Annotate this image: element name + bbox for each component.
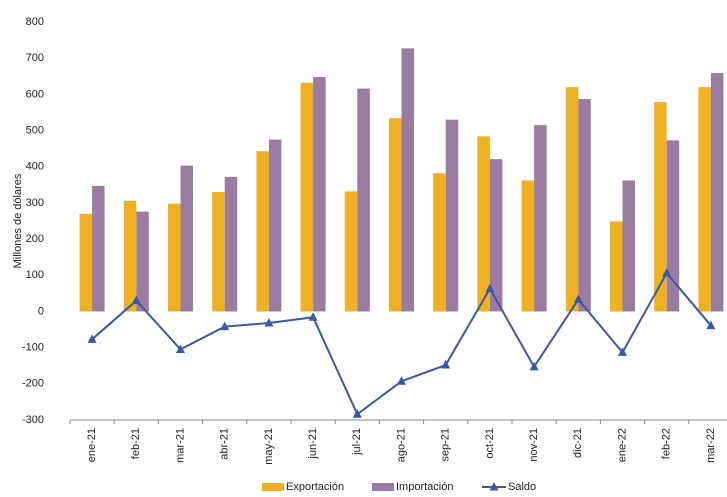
x-tick-label: mar-21: [174, 428, 186, 463]
x-tick-label: oct-21: [484, 428, 496, 459]
bar: [136, 211, 149, 312]
marker: [573, 294, 583, 304]
x-tick-label: ene-21: [86, 428, 98, 462]
x-tick-label: feb-22: [661, 428, 673, 459]
y-tick-label: 700: [26, 52, 44, 64]
legend-label: Importación: [396, 481, 453, 492]
bar: [578, 99, 591, 312]
x-tick-label: mar-22: [705, 428, 717, 463]
bar: [300, 82, 314, 312]
marker: [706, 320, 716, 330]
bar: [698, 87, 711, 312]
bar: [654, 101, 667, 312]
y-tick-label: 0: [38, 305, 44, 317]
bar: [389, 118, 402, 312]
y-tick-label: -300: [22, 414, 44, 426]
bar: [224, 176, 238, 312]
legend-swatch: [489, 482, 499, 491]
bar: [401, 48, 414, 312]
x-tick-label: jun-21: [307, 428, 319, 460]
x-tick-label: dic-21: [572, 428, 584, 458]
bar: [180, 165, 193, 312]
bar: [534, 125, 547, 312]
marker: [662, 268, 672, 277]
bar: [433, 173, 446, 312]
marker: [485, 283, 495, 293]
legend-swatch: [372, 483, 394, 491]
x-tick-label: sep-21: [440, 428, 452, 462]
bar: [610, 221, 623, 312]
legend-label: Saldo: [508, 481, 536, 492]
y-tick-label: 200: [26, 233, 44, 245]
marker: [352, 409, 362, 418]
marker: [618, 347, 627, 356]
marker: [397, 376, 406, 385]
bar: [256, 151, 269, 312]
marker: [220, 321, 230, 331]
x-tick-label: ago-21: [395, 428, 407, 462]
x-tick-label: may-21: [263, 428, 275, 465]
x-tick-label: jul-21: [351, 428, 363, 456]
y-tick-label: 500: [26, 124, 44, 136]
marker: [441, 360, 451, 369]
marker: [131, 295, 141, 305]
bar: [357, 88, 370, 312]
bar: [344, 191, 358, 312]
bar: [212, 192, 225, 312]
y-tick-label: -200: [22, 378, 44, 390]
x-tick-label: nov-21: [528, 428, 540, 462]
marker: [529, 361, 539, 371]
bar: [92, 185, 105, 312]
marker: [308, 312, 318, 321]
bar: [666, 140, 680, 312]
bar: [445, 119, 459, 312]
marker: [264, 318, 274, 327]
y-tick-label: -100: [22, 342, 44, 354]
y-tick-label: 400: [26, 161, 44, 173]
x-tick-label: abr-21: [219, 428, 231, 460]
bar: [565, 87, 579, 312]
bar: [622, 180, 635, 312]
bar: [268, 139, 282, 312]
legend-label: Exportación: [286, 481, 344, 492]
y-axis-label: Millones de dólares: [12, 173, 24, 268]
bar: [710, 73, 724, 312]
x-tick-label: feb-21: [130, 428, 142, 459]
bar: [477, 136, 490, 312]
bar: [168, 203, 181, 312]
y-tick-label: 100: [26, 269, 44, 281]
marker: [87, 334, 97, 343]
bar: [313, 76, 326, 312]
legend-swatch: [262, 483, 284, 491]
bar: [79, 213, 93, 312]
bar: [521, 180, 535, 312]
x-tick-label: ene-22: [616, 428, 628, 462]
y-tick-label: 600: [26, 88, 44, 100]
bar: [489, 159, 503, 312]
y-tick-label: 800: [26, 16, 44, 28]
y-tick-label: 300: [26, 197, 44, 209]
bar: [123, 200, 137, 312]
marker: [176, 344, 185, 353]
